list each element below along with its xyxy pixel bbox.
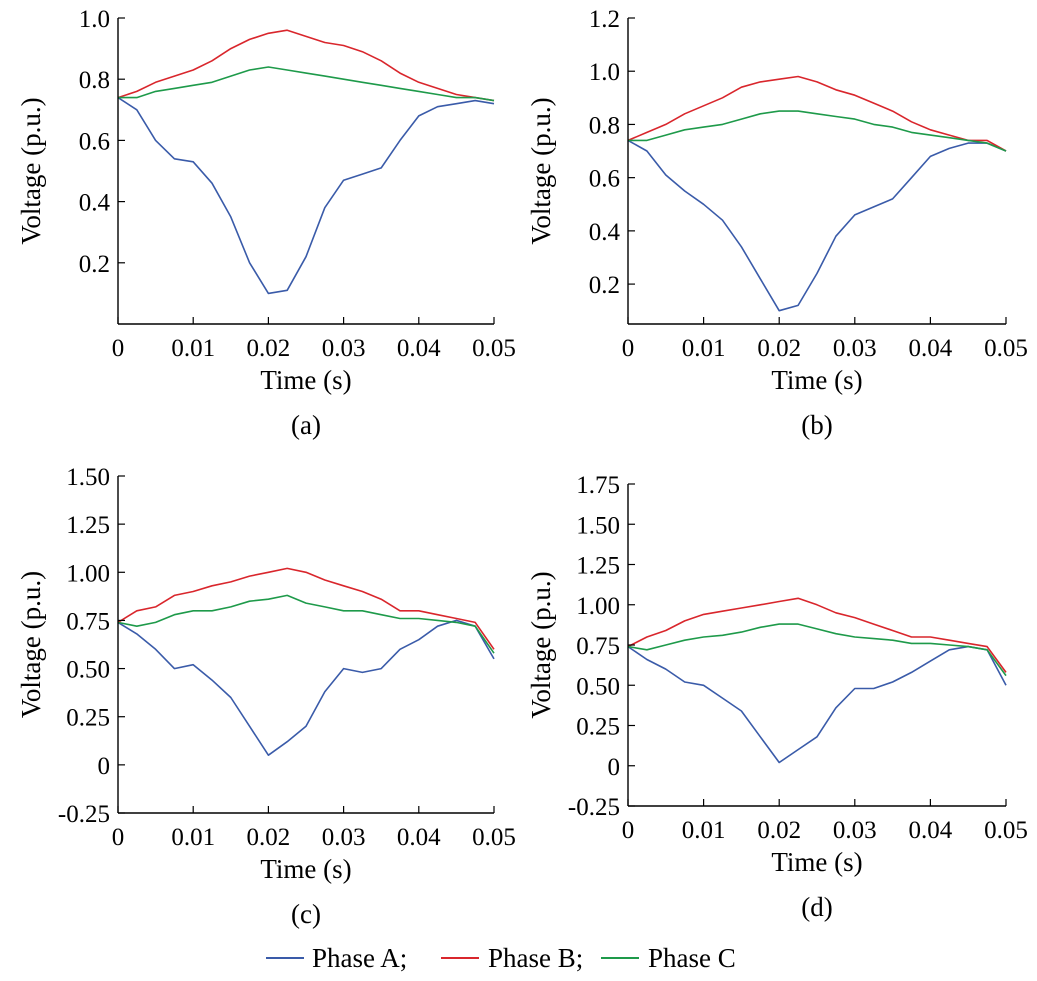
legend-label: Phase B; xyxy=(488,943,583,973)
series-line-phase-b xyxy=(117,29,495,102)
series-line-phase-a xyxy=(117,619,495,756)
y-tick-label: 1.0 xyxy=(79,6,110,33)
y-tick-label: 0 xyxy=(608,754,621,781)
x-tick-label: 0.05 xyxy=(984,817,1028,844)
legend-item-2: Phase B; xyxy=(441,943,583,973)
y-tick-label: 0.6 xyxy=(589,166,620,193)
panel-label: (c) xyxy=(291,899,321,929)
panel-a: 0 0.01 0.02 0.03 0.04 0.05 0.2 0.4 0.6 0.8 1.0 Time… xyxy=(16,6,516,440)
y-tick-label: 0 xyxy=(98,753,111,780)
x-tick-label: 0.05 xyxy=(472,824,516,851)
y-tick-label: 0.25 xyxy=(576,714,620,741)
series-line-phase-c xyxy=(118,66,495,102)
panel-b: 0 0.01 0.02 0.03 0.04 0.05 0.2 0.4 0.6 0.8 1.0 1.2 T… xyxy=(526,6,1028,440)
x-tick-label: 0.04 xyxy=(397,335,441,362)
panel-d: 0 0.01 0.02 0.03 0.04 0.05-0.2500.250.500.751… xyxy=(526,472,1028,922)
y-tick-label: 1.25 xyxy=(576,553,620,580)
y-tick-label: 0.4 xyxy=(79,190,111,217)
y-tick-label: 1.0 xyxy=(589,59,620,86)
x-axis-label: Time (s) xyxy=(260,854,351,884)
y-tick-label: -0.25 xyxy=(58,801,110,828)
y-tick-label: 1.00 xyxy=(576,593,620,620)
y-tick-label: 0.25 xyxy=(66,705,110,732)
y-tick-label: 0.6 xyxy=(79,128,110,155)
x-tick-label: 0.05 xyxy=(984,335,1028,362)
x-tick-label: 0.01 xyxy=(171,824,215,851)
y-tick-label: 0.2 xyxy=(589,272,620,299)
series-line-phase-b xyxy=(627,75,1007,152)
x-tick-label: 0.03 xyxy=(833,335,877,362)
y-axis-label: Voltage (p.u.) xyxy=(526,571,556,718)
x-axis-label: Time (s) xyxy=(771,847,862,877)
y-tick-label: 1.25 xyxy=(66,512,110,539)
x-tick-label: 0.05 xyxy=(472,335,516,362)
y-tick-label: 0.8 xyxy=(79,67,110,94)
series-line-phase-b xyxy=(117,567,495,650)
x-tick-label: 0.03 xyxy=(322,335,366,362)
y-tick-label: 0.4 xyxy=(589,219,621,246)
panel-label: (a) xyxy=(291,410,321,440)
x-tick-label: 0.02 xyxy=(757,817,801,844)
y-tick-label: 0.8 xyxy=(589,112,620,139)
series-line-phase-c xyxy=(627,623,1007,677)
y-tick-label: 0.2 xyxy=(79,251,110,278)
y-tick-label: 1.75 xyxy=(576,472,620,499)
y-tick-label: 0.50 xyxy=(576,673,620,700)
y-axis-label: Voltage (p.u.) xyxy=(16,571,46,718)
legend: Phase A; Phase B; Phase C xyxy=(266,943,736,973)
y-axis-label: Voltage (p.u.) xyxy=(16,97,46,244)
series-line-phase-c xyxy=(117,594,495,654)
x-tick-label: 0.02 xyxy=(757,335,801,362)
x-tick-label: 0.02 xyxy=(247,335,291,362)
legend-item-1: Phase A; xyxy=(266,943,407,973)
legend-label: Phase C xyxy=(648,943,736,973)
y-tick-label: -0.25 xyxy=(568,794,620,821)
legend-label: Phase A; xyxy=(312,943,407,973)
y-tick-label: 0.75 xyxy=(576,633,620,660)
x-tick-label: 0.03 xyxy=(322,824,366,851)
series-line-phase-a xyxy=(627,139,1007,312)
x-tick-label: 0.03 xyxy=(833,817,877,844)
series-line-phase-a xyxy=(117,96,495,295)
x-tick-label: 0.01 xyxy=(682,817,726,844)
x-tick-label: 0.02 xyxy=(247,824,291,851)
x-tick-label: 0 xyxy=(622,817,635,844)
x-axis-label: Time (s) xyxy=(260,365,351,395)
x-tick-label: 0 xyxy=(622,335,635,362)
x-tick-label: 0 xyxy=(112,335,125,362)
y-tick-label: 1.00 xyxy=(66,560,110,587)
x-tick-label: 0.04 xyxy=(909,817,953,844)
y-tick-label: 1.50 xyxy=(576,512,620,539)
x-tick-label: 0.04 xyxy=(909,335,953,362)
x-tick-label: 0.01 xyxy=(171,335,215,362)
panel-label: (b) xyxy=(801,410,832,440)
x-tick-label: 0.01 xyxy=(682,335,726,362)
x-axis-label: Time (s) xyxy=(771,365,862,395)
y-tick-label: 1.2 xyxy=(589,6,620,33)
y-tick-label: 0.75 xyxy=(66,608,110,635)
panel-c: 0 0.01 0.02 0.03 0.04 0.05-0.2500.250.500.751… xyxy=(16,464,516,929)
series-line-phase-a xyxy=(627,645,1007,764)
panel-label: (d) xyxy=(801,892,832,922)
legend-item-3: Phase C xyxy=(601,943,736,973)
y-axis-label: Voltage (p.u.) xyxy=(526,97,556,244)
series-line-phase-c xyxy=(628,110,1007,152)
y-tick-label: 1.50 xyxy=(66,464,110,491)
x-tick-label: 0.04 xyxy=(397,824,441,851)
series-line-phase-b xyxy=(627,597,1007,673)
y-tick-label: 0.50 xyxy=(66,657,110,684)
x-tick-label: 0 xyxy=(112,824,125,851)
